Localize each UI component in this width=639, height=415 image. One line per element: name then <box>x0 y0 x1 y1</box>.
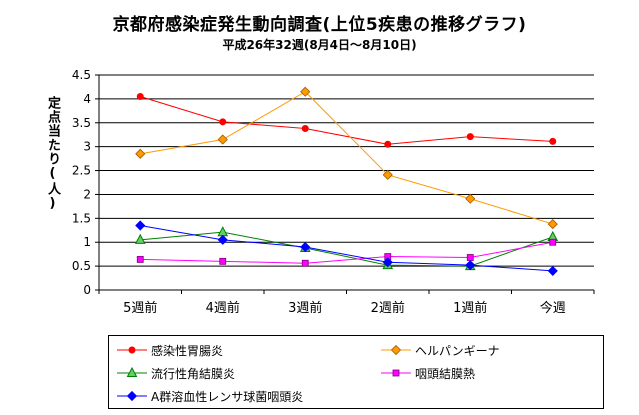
legend-swatch <box>381 369 411 377</box>
chart-title: 京都府感染症発生動向調査(上位5疾患の推移グラフ) <box>112 15 527 35</box>
data-point <box>134 233 146 244</box>
data-point <box>217 226 229 237</box>
legend-swatch <box>117 346 147 354</box>
y-tick-label: 3.5 <box>72 116 91 130</box>
x-tick-label: 5週前 <box>123 300 157 316</box>
data-point <box>217 234 228 245</box>
series-4 <box>135 220 558 276</box>
gridlines <box>99 74 594 267</box>
data-point <box>219 118 227 126</box>
series-line <box>140 231 553 267</box>
y-tick-label: 2.5 <box>72 164 91 178</box>
legend-item: 感染性胃腸炎 <box>117 342 223 358</box>
y-tick-label: 4.5 <box>72 68 91 82</box>
y-tick-label: 3 <box>83 140 91 154</box>
x-tick-label: 4週前 <box>206 300 240 316</box>
series-lines <box>134 86 559 276</box>
legend-label: A群溶血性レンサ球菌咽頭炎 <box>151 389 304 404</box>
legend-marker <box>390 344 402 356</box>
legend-marker <box>126 367 138 377</box>
data-point <box>382 169 393 180</box>
y-tick-label: 0.5 <box>72 259 91 273</box>
data-point <box>136 93 144 100</box>
data-point <box>300 241 311 253</box>
data-point <box>136 256 144 263</box>
y-tick-label: 4 <box>83 92 91 106</box>
data-point <box>217 134 228 145</box>
data-point <box>549 238 557 246</box>
legend-marker <box>392 369 400 377</box>
legend-marker <box>128 346 136 354</box>
legend-swatch <box>381 344 411 356</box>
legend-label: 感染性胃腸炎 <box>151 343 224 358</box>
series-line <box>140 225 553 272</box>
data-point <box>466 254 474 261</box>
legend-swatch <box>117 367 147 377</box>
series-line <box>140 241 553 264</box>
y-axis-label: 定点当たり(人) <box>45 96 60 212</box>
series-2 <box>134 226 559 271</box>
legend-item: A群溶血性レンサ球菌咽頭炎 <box>117 388 303 404</box>
series-0 <box>136 93 557 148</box>
data-point <box>135 148 146 159</box>
x-tick-label: 3週前 <box>288 300 322 316</box>
x-tick-label: 2週前 <box>371 300 405 316</box>
axes <box>95 74 595 294</box>
legend-label: 咽頭結膜熱 <box>415 366 476 381</box>
data-point <box>465 193 476 204</box>
line-chart: 0 0.5 1 1.5 2 2.5 3 3.5 4 4.5 5週前 4週前 3週前 2週前 1週前 今週 <box>72 68 595 316</box>
chart-subtitle: 平成26年32週(8月4日〜8月10日) <box>222 38 417 52</box>
data-point <box>382 257 393 268</box>
data-point <box>547 265 558 276</box>
y-tick-label: 0 <box>83 283 91 297</box>
series-line <box>140 96 553 145</box>
series-1 <box>135 86 558 230</box>
legend-item: 流行性角結膜炎 <box>117 365 235 381</box>
data-point <box>300 86 311 97</box>
tick-labels: 0 0.5 1 1.5 2 2.5 3 3.5 4 4.5 5週前 4週前 3週前 2週前 1週前 今週 <box>72 68 566 316</box>
legend-label: 流行性角結膜炎 <box>151 366 236 381</box>
data-point <box>465 260 476 271</box>
x-tick-label: 1週前 <box>453 300 487 316</box>
y-tick-label: 2 <box>83 187 91 201</box>
data-point <box>384 140 392 148</box>
data-point <box>301 125 309 133</box>
legend: 感染性胃腸炎 ヘルパンギーナ流行性角結膜炎 咽頭結膜熱 A群溶血性レンサ球菌咽頭炎 <box>108 335 604 409</box>
data-point <box>219 257 227 265</box>
data-point <box>549 137 557 145</box>
legend-marker <box>126 390 138 402</box>
data-point <box>547 219 558 230</box>
data-point <box>466 133 474 141</box>
legend-label: ヘルパンギーナ <box>415 343 500 358</box>
series-line <box>140 91 553 225</box>
data-point <box>301 259 309 267</box>
y-tick-label: 1.5 <box>72 211 91 225</box>
legend-swatch <box>117 390 147 402</box>
legend-item: ヘルパンギーナ <box>381 342 500 358</box>
x-tick-label: 今週 <box>540 300 566 316</box>
y-tick-label: 1 <box>83 235 91 249</box>
series-3 <box>136 238 557 267</box>
legend-item: 咽頭結膜熱 <box>381 365 475 381</box>
data-point <box>135 220 146 231</box>
